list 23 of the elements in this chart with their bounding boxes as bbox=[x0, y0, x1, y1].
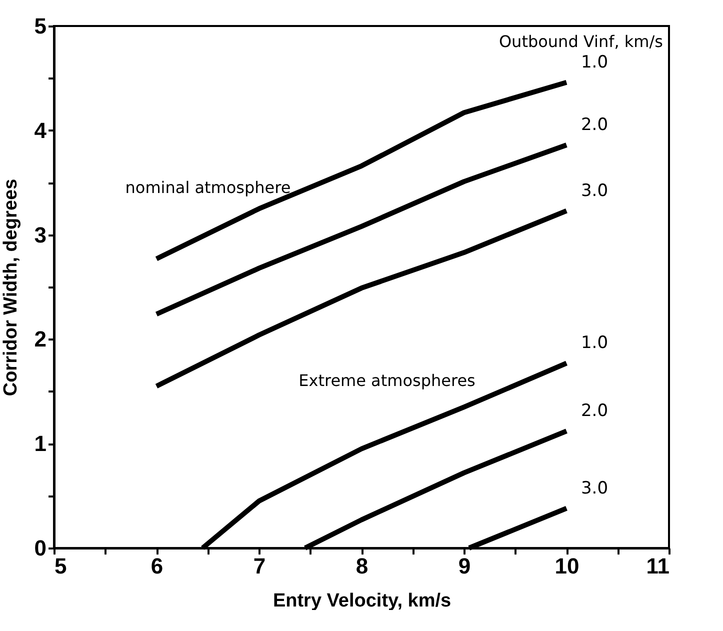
y-tick-label: 3 bbox=[34, 222, 46, 248]
y-tick-label: 1 bbox=[34, 431, 46, 456]
x-tick-label: 9 bbox=[458, 554, 471, 578]
y-axis-title: Corridor Width, degrees bbox=[0, 178, 22, 396]
x-tick-label: 7 bbox=[253, 554, 266, 578]
x-tick-label: 11 bbox=[646, 554, 670, 578]
series-label: 2.0 bbox=[580, 115, 608, 136]
x-tick-label: 10 bbox=[554, 554, 580, 578]
series-label: 1.0 bbox=[580, 333, 608, 354]
series-label: 1.0 bbox=[580, 52, 608, 72]
annotation: Extreme atmospheres bbox=[298, 371, 476, 390]
series-label: 3.0 bbox=[580, 478, 608, 498]
series-label: 3.0 bbox=[580, 180, 608, 201]
y-tick-label: 5 bbox=[34, 14, 46, 38]
annotation: nominal atmosphere bbox=[125, 178, 291, 197]
legend-title: Outbound Vinf, km/s bbox=[498, 32, 663, 51]
y-tick-label: 2 bbox=[34, 326, 46, 352]
y-tick-label: 0 bbox=[34, 536, 46, 560]
y-tick-label: 4 bbox=[34, 118, 48, 143]
series-label: 2.0 bbox=[580, 401, 608, 422]
x-tick-label: 5 bbox=[54, 554, 67, 578]
x-tick-label: 6 bbox=[150, 554, 164, 578]
x-tick-label: 8 bbox=[356, 554, 368, 578]
